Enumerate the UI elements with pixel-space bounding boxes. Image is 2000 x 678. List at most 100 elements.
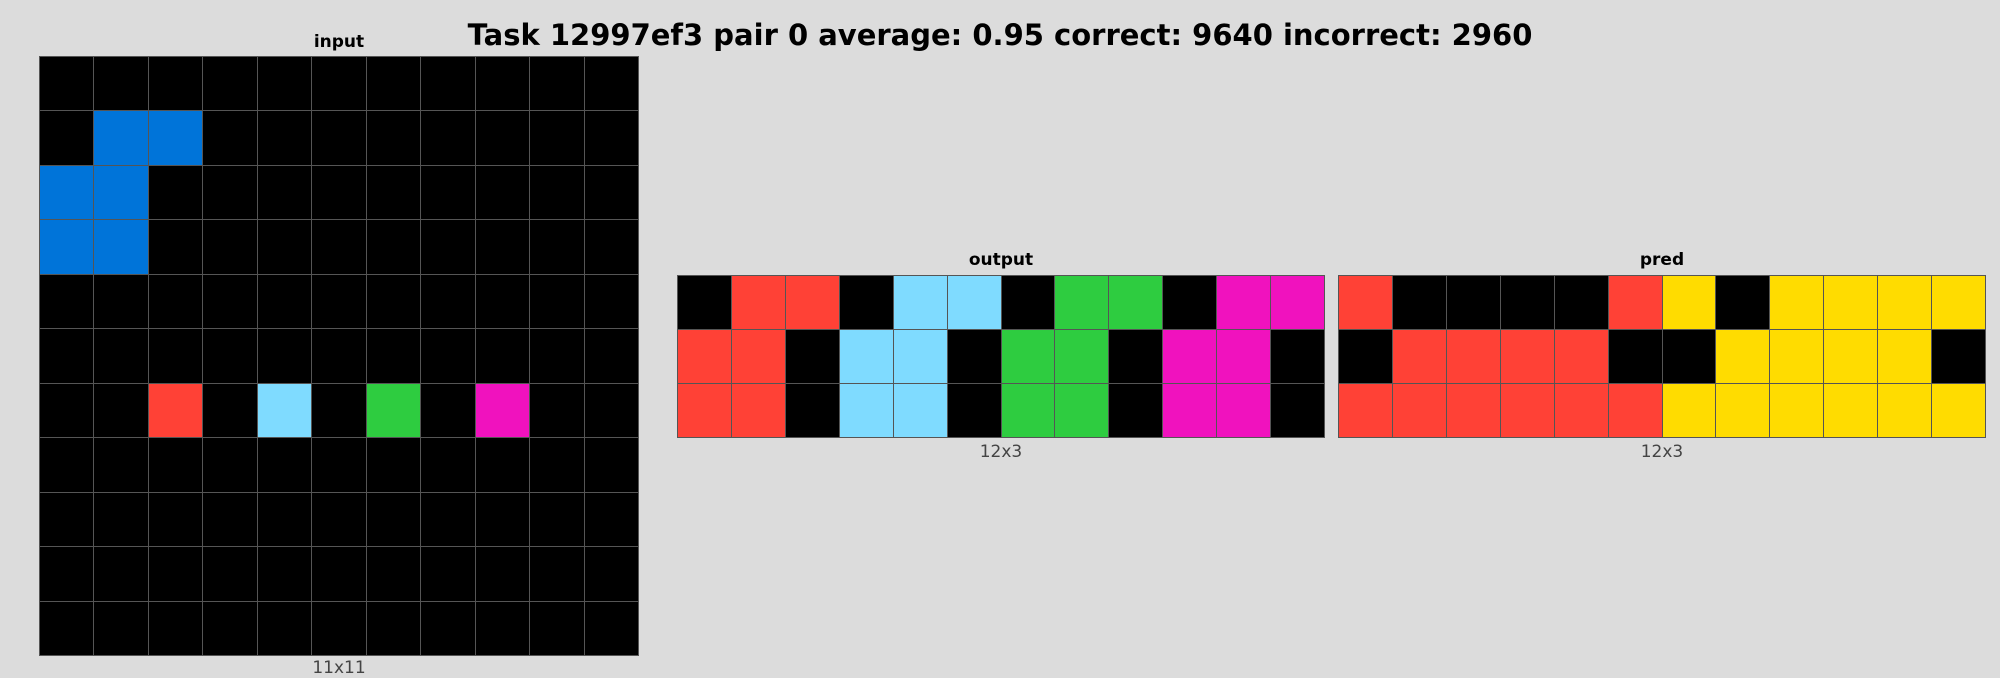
input-cell-r7-c8 bbox=[475, 438, 530, 492]
input-cell-r10-c1 bbox=[94, 601, 148, 655]
input-cell-r2-c9 bbox=[530, 165, 584, 220]
input-cell-r1-c2 bbox=[148, 111, 203, 165]
input-cell-r4-c1 bbox=[94, 274, 148, 329]
input-cell-r6-c1 bbox=[94, 383, 148, 438]
input-cell-r10-c3 bbox=[203, 601, 257, 655]
pred-cell-r0-c6 bbox=[1662, 276, 1716, 329]
output-dims-label: 12x3 bbox=[979, 442, 1023, 462]
input-cell-r1-c3 bbox=[203, 111, 257, 165]
pred-cell-r2-c11 bbox=[1932, 384, 1985, 437]
input-cell-r4-c5 bbox=[312, 274, 366, 329]
input-cell-r6-c6 bbox=[366, 383, 421, 438]
input-cell-r5-c0 bbox=[40, 329, 94, 383]
output-cell-r0-c4 bbox=[893, 276, 947, 329]
input-cell-r2-c7 bbox=[421, 165, 475, 220]
input-cell-r4-c10 bbox=[584, 274, 638, 329]
input-cell-r0-c3 bbox=[203, 57, 257, 111]
output-cell-r1-c3 bbox=[839, 330, 893, 383]
input-cell-r2-c3 bbox=[203, 165, 257, 220]
output-grid bbox=[677, 275, 1325, 438]
input-cell-r3-c0 bbox=[40, 220, 94, 274]
input-cell-r7-c2 bbox=[148, 438, 203, 492]
output-cell-r0-c7 bbox=[1055, 276, 1109, 329]
pred-cell-r2-c0 bbox=[1339, 384, 1392, 437]
input-cell-r3-c1 bbox=[94, 220, 148, 274]
input-cell-r8-c7 bbox=[421, 492, 475, 547]
input-cell-r9-c3 bbox=[203, 547, 257, 601]
pred-cell-r0-c11 bbox=[1932, 276, 1985, 329]
input-cell-r6-c7 bbox=[421, 383, 475, 438]
input-grid bbox=[39, 56, 639, 656]
input-cell-r5-c5 bbox=[312, 329, 366, 383]
input-cell-r0-c9 bbox=[530, 57, 584, 111]
pred-cell-r1-c10 bbox=[1878, 330, 1932, 383]
input-cell-r9-c5 bbox=[312, 547, 366, 601]
input-cell-r4-c6 bbox=[366, 274, 421, 329]
input-cell-r6-c9 bbox=[530, 383, 584, 438]
input-cell-r3-c10 bbox=[584, 220, 638, 274]
input-cell-r8-c8 bbox=[475, 492, 530, 547]
output-cell-r2-c2 bbox=[785, 384, 839, 437]
figure-title: Task 12997ef3 pair 0 average: 0.95 corre… bbox=[467, 18, 1533, 52]
pred-cell-r0-c2 bbox=[1446, 276, 1500, 329]
output-cell-r2-c5 bbox=[947, 384, 1001, 437]
input-cell-r8-c1 bbox=[94, 492, 148, 547]
input-cell-r5-c6 bbox=[366, 329, 421, 383]
input-cell-r2-c1 bbox=[94, 165, 148, 220]
input-cell-r0-c8 bbox=[475, 57, 530, 111]
pred-cell-r1-c2 bbox=[1446, 330, 1500, 383]
input-cell-r3-c8 bbox=[475, 220, 530, 274]
input-cell-r7-c1 bbox=[94, 438, 148, 492]
input-cell-r5-c9 bbox=[530, 329, 584, 383]
input-cell-r4-c9 bbox=[530, 274, 584, 329]
pred-cell-r2-c1 bbox=[1392, 384, 1446, 437]
input-cell-r1-c4 bbox=[257, 111, 312, 165]
input-cell-r3-c9 bbox=[530, 220, 584, 274]
input-cell-r9-c10 bbox=[584, 547, 638, 601]
output-cell-r1-c5 bbox=[947, 330, 1001, 383]
input-cell-r9-c0 bbox=[40, 547, 94, 601]
input-cell-r2-c2 bbox=[148, 165, 203, 220]
input-cell-r6-c3 bbox=[203, 383, 257, 438]
input-cell-r5-c1 bbox=[94, 329, 148, 383]
input-cell-r0-c10 bbox=[584, 57, 638, 111]
output-cell-r1-c10 bbox=[1217, 330, 1271, 383]
pred-cell-r1-c5 bbox=[1608, 330, 1662, 383]
input-cell-r2-c4 bbox=[257, 165, 312, 220]
input-cell-r3-c5 bbox=[312, 220, 366, 274]
output-cell-r1-c7 bbox=[1055, 330, 1109, 383]
pred-cell-r0-c5 bbox=[1608, 276, 1662, 329]
output-cell-r1-c11 bbox=[1271, 330, 1324, 383]
input-cell-r1-c0 bbox=[40, 111, 94, 165]
output-cell-r1-c1 bbox=[731, 330, 785, 383]
input-cell-r4-c3 bbox=[203, 274, 257, 329]
input-cell-r1-c10 bbox=[584, 111, 638, 165]
output-cell-r0-c2 bbox=[785, 276, 839, 329]
input-panel-label: input bbox=[313, 32, 365, 52]
input-cell-r5-c2 bbox=[148, 329, 203, 383]
input-cell-r0-c1 bbox=[94, 57, 148, 111]
input-cell-r3-c7 bbox=[421, 220, 475, 274]
input-cell-r9-c2 bbox=[148, 547, 203, 601]
input-cell-r6-c4 bbox=[257, 383, 312, 438]
input-cell-r1-c9 bbox=[530, 111, 584, 165]
input-cell-r1-c7 bbox=[421, 111, 475, 165]
input-cell-r6-c0 bbox=[40, 383, 94, 438]
input-cell-r8-c2 bbox=[148, 492, 203, 547]
pred-cell-r0-c4 bbox=[1554, 276, 1608, 329]
input-cell-r1-c5 bbox=[312, 111, 366, 165]
input-cell-r4-c8 bbox=[475, 274, 530, 329]
input-cell-r0-c5 bbox=[312, 57, 366, 111]
pred-cell-r1-c11 bbox=[1932, 330, 1985, 383]
input-cell-r6-c5 bbox=[312, 383, 366, 438]
output-cell-r1-c6 bbox=[1001, 330, 1055, 383]
input-cell-r7-c9 bbox=[530, 438, 584, 492]
pred-cell-r2-c10 bbox=[1878, 384, 1932, 437]
pred-cell-r1-c3 bbox=[1500, 330, 1554, 383]
output-cell-r2-c7 bbox=[1055, 384, 1109, 437]
input-cell-r1-c6 bbox=[366, 111, 421, 165]
input-cell-r8-c0 bbox=[40, 492, 94, 547]
output-cell-r0-c1 bbox=[731, 276, 785, 329]
input-cell-r4-c0 bbox=[40, 274, 94, 329]
pred-cell-r1-c4 bbox=[1554, 330, 1608, 383]
